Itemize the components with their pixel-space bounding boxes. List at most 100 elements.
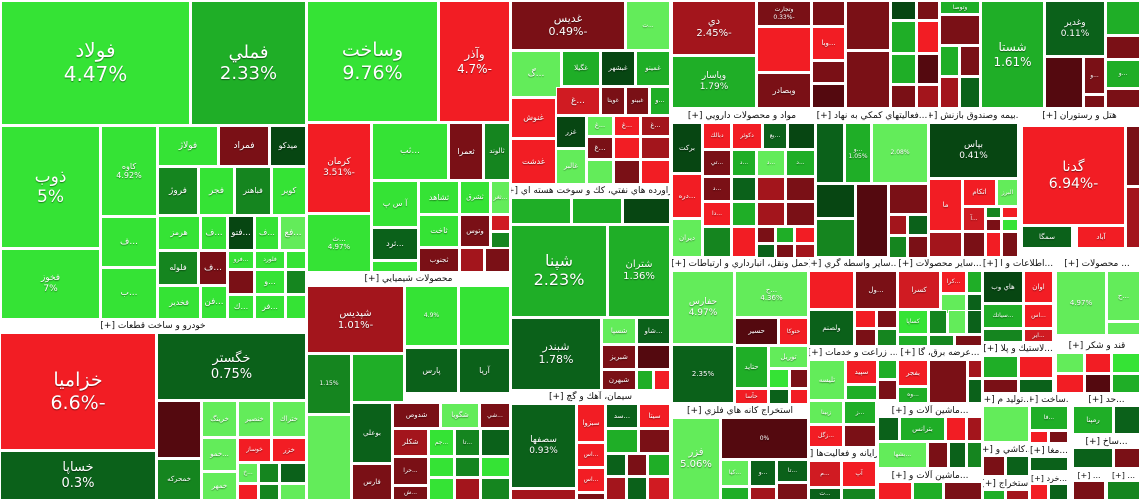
treemap-tile[interactable]	[641, 137, 670, 159]
treemap-tile[interactable]: خساپا 0.3%	[0, 451, 156, 500]
treemap-tile[interactable]	[732, 202, 756, 226]
treemap-tile[interactable]: اتكام	[963, 179, 996, 206]
treemap-tile[interactable]: وتجارت -0.33%	[757, 1, 811, 26]
treemap-tile[interactable]: شسپا	[602, 318, 636, 344]
treemap-tile[interactable]	[878, 482, 912, 500]
treemap-tile[interactable]	[1019, 379, 1053, 393]
treemap-tile[interactable]: ...جم	[429, 429, 454, 456]
treemap-tile[interactable]	[967, 417, 982, 441]
treemap-tile[interactable]: شبهرن	[602, 370, 636, 390]
treemap-tile[interactable]: ...كرا	[941, 271, 966, 293]
treemap-tile[interactable]: ...ثغر	[491, 181, 510, 214]
treemap-tile[interactable]: آريا	[459, 348, 510, 393]
treemap-tile[interactable]: شستا 1.61%	[981, 1, 1044, 108]
treemap-tile[interactable]	[757, 244, 775, 258]
treemap-tile[interactable]	[790, 389, 808, 404]
treemap-tile[interactable]	[1112, 374, 1140, 393]
treemap-tile[interactable]	[1045, 57, 1083, 108]
treemap-tile[interactable]: ...ثرد	[372, 228, 418, 260]
treemap-tile[interactable]: ...خ	[238, 463, 258, 483]
treemap-tile[interactable]: ...غ	[587, 116, 613, 136]
treemap-tile[interactable]: ...غ	[556, 87, 600, 115]
treemap-tile[interactable]	[459, 286, 510, 346]
treemap-tile[interactable]	[429, 478, 454, 500]
section-header[interactable]: ...فعاليتهاي كمكي به نهاد [+]	[816, 110, 928, 122]
treemap-tile[interactable]	[1084, 95, 1105, 108]
treemap-tile[interactable]	[917, 85, 939, 108]
treemap-tile[interactable]: 1.15%	[307, 354, 351, 414]
treemap-tile[interactable]: ...ح 4.36%	[735, 271, 808, 317]
treemap-tile[interactable]: ...د	[703, 177, 731, 201]
treemap-tile[interactable]	[844, 425, 876, 447]
treemap-tile[interactable]	[606, 429, 638, 453]
treemap-tile[interactable]: خنصير	[238, 401, 271, 437]
treemap-tile[interactable]	[623, 198, 670, 224]
treemap-tile[interactable]	[1112, 353, 1140, 373]
treemap-tile[interactable]	[944, 482, 982, 500]
treemap-tile[interactable]	[908, 215, 928, 235]
treemap-tile[interactable]: خوساز	[238, 438, 271, 462]
treemap-tile[interactable]	[703, 227, 731, 257]
treemap-tile[interactable]: غالبر	[556, 149, 586, 184]
treemap-tile[interactable]	[627, 477, 647, 500]
treemap-tile[interactable]: هاي وب	[983, 271, 1023, 303]
treemap-tile[interactable]: سپيد	[846, 360, 877, 384]
section-header[interactable]: ...ساير واسطه گري [+]	[809, 258, 897, 270]
treemap-tile[interactable]	[1107, 322, 1140, 335]
treemap-tile[interactable]: اوان	[1024, 271, 1053, 303]
treemap-tile[interactable]: 4.9%	[405, 286, 458, 346]
treemap-tile[interactable]: ثشاهد	[419, 181, 459, 214]
treemap-tile[interactable]: وبصادر	[757, 73, 811, 108]
treemap-tile[interactable]: ...ت	[809, 488, 841, 500]
treemap-tile[interactable]: ...فن	[201, 286, 227, 319]
treemap-tile[interactable]	[986, 207, 1001, 218]
treemap-tile[interactable]: ...آ	[963, 207, 985, 231]
section-header[interactable]: حمل ونقل، انبارداري و ارتباطات [+]	[672, 258, 808, 270]
treemap-tile[interactable]	[286, 251, 306, 269]
treemap-tile[interactable]: فخوز 7%	[1, 249, 100, 319]
treemap-tile[interactable]: ...ف	[255, 216, 279, 250]
treemap-tile[interactable]: شپديس -1.01%	[307, 286, 404, 353]
treemap-tile[interactable]: شتران 1.36%	[608, 225, 670, 317]
section-header[interactable]: ... [+]	[1107, 470, 1140, 480]
treemap-tile[interactable]	[485, 248, 510, 272]
treemap-tile[interactable]	[238, 484, 258, 500]
treemap-tile[interactable]	[1049, 484, 1068, 500]
treemap-tile[interactable]	[929, 335, 954, 346]
treemap-tile[interactable]: ...فر	[255, 295, 285, 319]
treemap-tile[interactable]	[948, 310, 966, 334]
treemap-tile[interactable]	[648, 454, 670, 476]
treemap-tile[interactable]: توريل	[769, 346, 808, 368]
treemap-tile[interactable]: ...ف	[201, 216, 227, 250]
treemap-tile[interactable]: كاوه 4.92%	[101, 126, 157, 216]
treemap-tile[interactable]: حفارس 4.97%	[672, 271, 734, 344]
treemap-tile[interactable]	[157, 401, 201, 458]
treemap-tile[interactable]: بپاس 0.41%	[929, 123, 1018, 178]
treemap-tile[interactable]	[940, 15, 980, 45]
section-header[interactable]: ...مغا [+]	[1030, 445, 1068, 456]
treemap-tile[interactable]	[511, 198, 571, 224]
treemap-tile[interactable]: ...ف	[199, 251, 227, 285]
section-header[interactable]: ...ماشين آلات و [+]	[878, 470, 982, 481]
treemap-tile[interactable]	[637, 345, 670, 369]
section-header[interactable]: ...عرضه برق، گا [+]	[898, 347, 982, 359]
section-header[interactable]: قند و شكر [+]	[1054, 340, 1140, 352]
treemap-tile[interactable]	[648, 477, 670, 500]
treemap-tile[interactable]: بوعلي	[352, 403, 392, 463]
treemap-tile[interactable]: ...اس	[577, 443, 605, 467]
treemap-tile[interactable]: ...وه	[898, 387, 928, 403]
treemap-tile[interactable]	[878, 417, 899, 441]
treemap-tile[interactable]	[721, 487, 749, 500]
treemap-tile[interactable]	[960, 77, 980, 108]
treemap-tile[interactable]	[917, 1, 939, 20]
treemap-tile[interactable]	[1073, 448, 1113, 468]
treemap-tile[interactable]	[776, 227, 794, 243]
treemap-tile[interactable]: فباهنر	[235, 167, 271, 215]
treemap-tile[interactable]: ...دره	[672, 174, 702, 218]
treemap-tile[interactable]	[460, 248, 484, 272]
treemap-tile[interactable]	[1106, 36, 1140, 59]
treemap-tile[interactable]: 2.35%	[672, 345, 734, 403]
treemap-tile[interactable]: ...اس	[1024, 304, 1053, 328]
treemap-tile[interactable]	[481, 478, 510, 500]
treemap-tile[interactable]	[639, 429, 670, 453]
